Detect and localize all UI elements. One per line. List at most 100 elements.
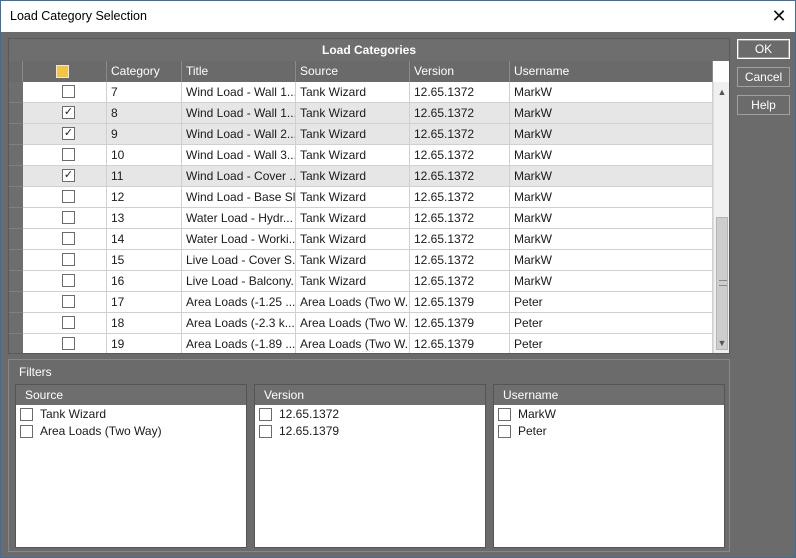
row-indicator[interactable] [9, 208, 23, 229]
cell-select[interactable]: ✓ [23, 124, 107, 145]
cell-source[interactable]: Area Loads (Two W... [296, 334, 410, 353]
cell-select[interactable] [23, 208, 107, 229]
cell-title[interactable]: Area Loads (-1.25 ... [182, 292, 296, 313]
cell-category[interactable]: 17 [107, 292, 182, 313]
cell-version[interactable]: 12.65.1372 [410, 82, 510, 103]
cell-select[interactable] [23, 145, 107, 166]
cell-title[interactable]: Live Load - Cover S... [182, 250, 296, 271]
cell-select[interactable]: ✓ [23, 166, 107, 187]
header-source[interactable]: Source [296, 61, 410, 82]
header-category[interactable]: Category [107, 61, 182, 82]
row-checkbox[interactable] [62, 190, 75, 203]
table-row[interactable]: ✓ 9 Wind Load - Wall 2... Tank Wizard 12.65.… [9, 124, 713, 145]
row-indicator[interactable] [9, 187, 23, 208]
row-indicator[interactable] [9, 334, 23, 353]
cell-category[interactable]: 11 [107, 166, 182, 187]
cell-username[interactable]: Peter [510, 313, 713, 334]
cell-source[interactable]: Tank Wizard [296, 271, 410, 292]
row-checkbox[interactable]: ✓ [62, 106, 75, 119]
row-indicator[interactable] [9, 229, 23, 250]
cell-version[interactable]: 12.65.1379 [410, 292, 510, 313]
cell-category[interactable]: 15 [107, 250, 182, 271]
cell-select[interactable] [23, 313, 107, 334]
row-indicator[interactable] [9, 292, 23, 313]
cell-username[interactable]: MarkW [510, 166, 713, 187]
cell-version[interactable]: 12.65.1372 [410, 229, 510, 250]
cell-category[interactable]: 13 [107, 208, 182, 229]
row-indicator[interactable] [9, 166, 23, 187]
cell-source[interactable]: Tank Wizard [296, 208, 410, 229]
cell-select[interactable] [23, 187, 107, 208]
table-row[interactable]: 18 Area Loads (-2.3 k... Area Loads (Two W… [9, 313, 713, 334]
cell-version[interactable]: 12.65.1372 [410, 187, 510, 208]
row-indicator[interactable] [9, 124, 23, 145]
cell-category[interactable]: 9 [107, 124, 182, 145]
cell-title[interactable]: Wind Load - Cover ... [182, 166, 296, 187]
header-title[interactable]: Title [182, 61, 296, 82]
username-filter-item[interactable]: Peter [494, 423, 724, 440]
cell-select[interactable] [23, 334, 107, 353]
cell-category[interactable]: 14 [107, 229, 182, 250]
source-filter-checkbox[interactable] [20, 425, 33, 438]
table-row[interactable]: 13 Water Load - Hydr... Tank Wizard 12.65.1… [9, 208, 713, 229]
cell-source[interactable]: Tank Wizard [296, 250, 410, 271]
source-filter-item[interactable]: Tank Wizard [16, 406, 246, 423]
row-indicator[interactable] [9, 145, 23, 166]
table-row[interactable]: 10 Wind Load - Wall 3... Tank Wizard 12.65.… [9, 145, 713, 166]
cell-username[interactable]: MarkW [510, 208, 713, 229]
scroll-thumb[interactable] [716, 217, 728, 350]
version-filter-item[interactable]: 12.65.1372 [255, 406, 485, 423]
scroll-down-icon[interactable]: ▼ [717, 338, 727, 348]
cell-title[interactable]: Wind Load - Wall 1... [182, 82, 296, 103]
cell-title[interactable]: Wind Load - Base Slab [182, 187, 296, 208]
cell-username[interactable]: Peter [510, 334, 713, 353]
cell-title[interactable]: Water Load - Hydr... [182, 208, 296, 229]
cell-title[interactable]: Live Load - Balcony... [182, 271, 296, 292]
cell-category[interactable]: 19 [107, 334, 182, 353]
row-checkbox[interactable] [62, 211, 75, 224]
row-checkbox[interactable] [62, 295, 75, 308]
cell-username[interactable]: MarkW [510, 250, 713, 271]
cell-version[interactable]: 12.65.1379 [410, 313, 510, 334]
header-username[interactable]: Username [510, 61, 713, 82]
cell-username[interactable]: MarkW [510, 124, 713, 145]
table-row[interactable]: 7 Wind Load - Wall 1... Tank Wizard 12.65.1… [9, 82, 713, 103]
row-indicator[interactable] [9, 271, 23, 292]
cell-version[interactable]: 12.65.1372 [410, 208, 510, 229]
cell-version[interactable]: 12.65.1372 [410, 124, 510, 145]
close-icon[interactable]: ✕ [771, 6, 787, 26]
cell-category[interactable]: 16 [107, 271, 182, 292]
source-filter-item[interactable]: Area Loads (Two Way) [16, 423, 246, 440]
table-row[interactable]: ✓ 8 Wind Load - Wall 1... Tank Wizard 12.65.… [9, 103, 713, 124]
cell-title[interactable]: Wind Load - Wall 3... [182, 145, 296, 166]
cancel-button[interactable]: Cancel [737, 67, 790, 87]
row-checkbox[interactable] [62, 274, 75, 287]
row-checkbox[interactable]: ✓ [62, 169, 75, 182]
cell-select[interactable] [23, 82, 107, 103]
table-row[interactable]: ✓ 11 Wind Load - Cover ... Tank Wizard 12.65… [9, 166, 713, 187]
cell-username[interactable]: MarkW [510, 187, 713, 208]
cell-title[interactable]: Wind Load - Wall 1... [182, 103, 296, 124]
row-indicator[interactable] [9, 82, 23, 103]
cell-select[interactable] [23, 292, 107, 313]
table-row[interactable]: 17 Area Loads (-1.25 ... Area Loads (Two W… [9, 292, 713, 313]
cell-category[interactable]: 10 [107, 145, 182, 166]
splitter-grip-icon[interactable]: ···· [361, 346, 375, 357]
scroll-up-icon[interactable]: ▲ [717, 87, 727, 97]
cell-source[interactable]: Tank Wizard [296, 82, 410, 103]
help-button[interactable]: Help [737, 95, 790, 115]
version-filter-item[interactable]: 12.65.1379 [255, 423, 485, 440]
version-filter-checkbox[interactable] [259, 425, 272, 438]
cell-category[interactable]: 18 [107, 313, 182, 334]
row-indicator[interactable] [9, 103, 23, 124]
row-checkbox[interactable] [62, 148, 75, 161]
select-all-header[interactable] [23, 61, 107, 82]
cell-username[interactable]: MarkW [510, 229, 713, 250]
grid-scrollbar[interactable]: ▲ ▼ [713, 82, 729, 353]
cell-source[interactable]: Tank Wizard [296, 145, 410, 166]
select-all-checkbox[interactable] [56, 65, 69, 78]
cell-version[interactable]: 12.65.1372 [410, 145, 510, 166]
cell-username[interactable]: MarkW [510, 271, 713, 292]
cell-source[interactable]: Tank Wizard [296, 229, 410, 250]
cell-source[interactable]: Tank Wizard [296, 124, 410, 145]
